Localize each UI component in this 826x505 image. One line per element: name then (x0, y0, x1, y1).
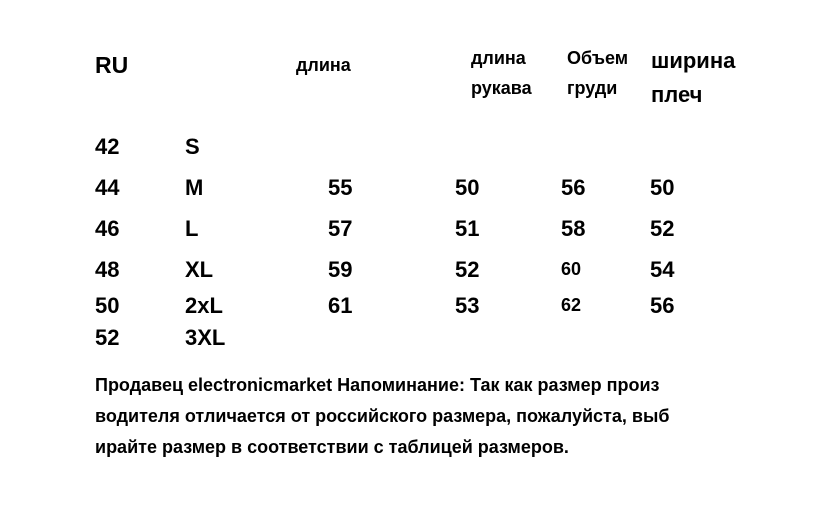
cell-size: M (185, 175, 204, 200)
cell-shoulders: 50 (650, 175, 675, 200)
header-shoulders: ширина плеч (651, 44, 735, 112)
cell-chest: 58 (561, 216, 586, 241)
seller-note-line2: водителя отличается от российского разме… (95, 406, 670, 426)
cell-chest: 56 (561, 175, 586, 200)
cell-chest: 62 (561, 295, 582, 315)
header-shoulders-line2: плеч (651, 82, 703, 107)
cell-ru: 42 (95, 134, 120, 159)
cell-size: XL (185, 257, 214, 282)
cell-length: 59 (328, 257, 353, 282)
cell-ru: 46 (95, 216, 120, 241)
cell-chest: 60 (561, 259, 582, 279)
header-shoulders-line1: ширина (651, 48, 736, 73)
header-length: длина (296, 55, 351, 75)
cell-ru: 48 (95, 257, 120, 282)
header-ru: RU (95, 52, 129, 78)
cell-length: 61 (328, 293, 353, 318)
seller-note-line3: ирайте размер в соответствии с таблицей … (95, 437, 569, 457)
cell-shoulders: 54 (650, 257, 675, 282)
cell-length: 55 (328, 175, 353, 200)
header-chest: Объем груди (567, 43, 628, 103)
cell-shoulders: 52 (650, 216, 675, 241)
header-sleeve-line1: длина (471, 48, 526, 68)
cell-sleeve: 52 (455, 257, 480, 282)
cell-length: 57 (328, 216, 353, 241)
cell-size: L (185, 216, 199, 241)
cell-size: 2xL (185, 293, 223, 318)
cell-ru: 50 (95, 293, 120, 318)
cell-ru: 52 (95, 325, 120, 350)
cell-size: 3XL (185, 325, 226, 350)
cell-shoulders: 56 (650, 293, 675, 318)
cell-size: S (185, 134, 200, 159)
cell-sleeve: 53 (455, 293, 480, 318)
cell-sleeve: 50 (455, 175, 480, 200)
cell-sleeve: 51 (455, 216, 480, 241)
cell-ru: 44 (95, 175, 120, 200)
header-sleeve: длина рукава (471, 43, 532, 103)
header-chest-line1: Объем (567, 48, 629, 68)
seller-note: Продавец electronicmarket Напоминание: Т… (95, 370, 795, 463)
seller-note-line1: Продавец electronicmarket Напоминание: Т… (95, 375, 660, 395)
header-chest-line2: груди (567, 78, 618, 98)
header-sleeve-line2: рукава (471, 78, 532, 98)
